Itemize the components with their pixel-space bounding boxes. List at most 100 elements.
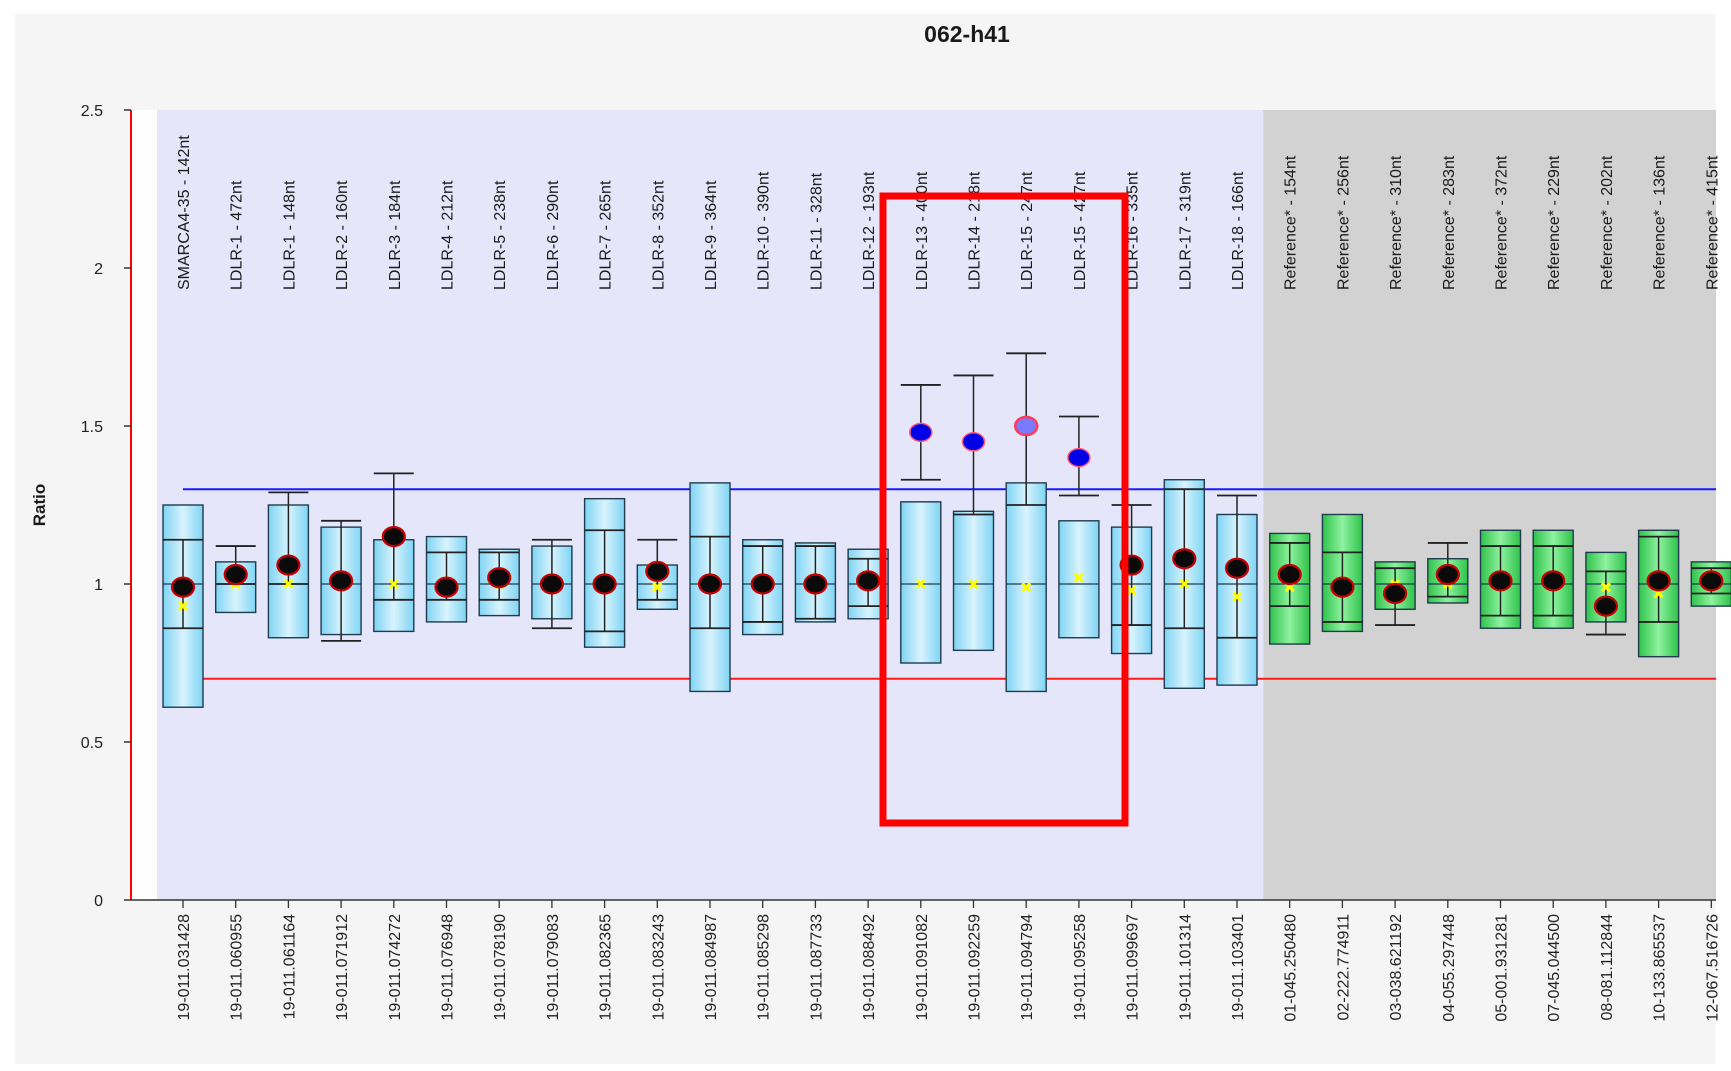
x-axis: 19-011.031428 19-011.060955 19-011.061164 1… bbox=[131, 899, 1721, 1022]
x-tick-label: 12-067.516726 bbox=[1704, 914, 1721, 1022]
probe-name-label: LDLR-17 - 319nt bbox=[1177, 171, 1194, 290]
probe-name-label: LDLR-7 - 265nt bbox=[598, 180, 615, 290]
probe-name-label: LDLR-18 - 166nt bbox=[1230, 171, 1247, 290]
x-tick-label: 19-011.074272 bbox=[387, 914, 404, 1021]
probe-19 bbox=[1110, 504, 1153, 655]
x-tick-label: 19-011.091082 bbox=[914, 914, 931, 1021]
probe-name-label: LDLR-3 - 184nt bbox=[387, 180, 404, 290]
x-tick-label: 01-045.250480 bbox=[1283, 914, 1300, 1022]
x-tick-label: 19-011.076948 bbox=[440, 914, 457, 1021]
probe-ratio-point bbox=[1067, 447, 1091, 468]
probe-name-label: Reference* - 310nt bbox=[1388, 155, 1405, 290]
x-tick-label: 19-011.084987 bbox=[703, 914, 720, 1021]
x-tick-label: 05-001.931281 bbox=[1494, 914, 1511, 1022]
probe-name-label: LDLR-15 - 247nt bbox=[1019, 171, 1036, 290]
probe-mean-marker bbox=[1600, 582, 1611, 593]
y-axis: 0 0.5 1 1.5 2 2.5 bbox=[81, 103, 132, 910]
probe-ratio-point bbox=[329, 570, 354, 592]
x-tick-label: 02-222.774911 bbox=[1335, 914, 1352, 1021]
probe-name-label: Reference* - 229nt bbox=[1546, 155, 1563, 290]
x-tick-label: 10-133.865537 bbox=[1652, 914, 1669, 1022]
probe-6 bbox=[425, 535, 468, 623]
probe-23 bbox=[1321, 513, 1364, 633]
x-tick-label: 04-055.297448 bbox=[1441, 914, 1458, 1022]
reference-probe-region bbox=[1263, 110, 1716, 900]
probe-ratio-point bbox=[1013, 415, 1039, 437]
x-tick-label: 19-011.095258 bbox=[1072, 914, 1089, 1021]
probe-name-label: LDLR-1 - 472nt bbox=[229, 180, 246, 290]
probe-name-label: LDLR-5 - 238nt bbox=[492, 180, 509, 290]
probe-ratio-point bbox=[909, 422, 933, 443]
probe-29 bbox=[1637, 529, 1680, 658]
probe-mean-marker bbox=[652, 582, 663, 593]
probe-name-label: LDLR-13 - 400nt bbox=[914, 171, 931, 290]
probe-ratio-point bbox=[750, 573, 775, 595]
probe-27 bbox=[1532, 529, 1574, 629]
probe-9 bbox=[583, 497, 626, 648]
probe-ratio-point bbox=[1541, 570, 1566, 592]
probe-ratio-point bbox=[223, 563, 248, 586]
probe-24 bbox=[1374, 561, 1416, 626]
x-tick-label: 19-011.082365 bbox=[598, 914, 615, 1021]
probe-name-label: Reference* - 136nt bbox=[1652, 155, 1669, 290]
x-tick-label: 07-045.044500 bbox=[1546, 914, 1563, 1022]
probe-name-label: LDLR-16 - 335nt bbox=[1125, 171, 1142, 290]
probe-name-label: Reference* - 415nt bbox=[1704, 155, 1721, 290]
probe-17 bbox=[1005, 352, 1047, 693]
y-axis-label: Ratio bbox=[30, 484, 49, 527]
probe-8 bbox=[531, 538, 573, 630]
x-tick-label: 19-011.061164 bbox=[281, 914, 298, 1019]
probe-ratio-point bbox=[1646, 570, 1671, 592]
probe-ratio-point bbox=[1435, 563, 1460, 586]
probe-name-label: Reference* - 154nt bbox=[1283, 155, 1300, 290]
probe-ratio-point bbox=[276, 554, 301, 576]
y-tick-label: 1.5 bbox=[81, 419, 103, 436]
x-tick-label: 19-011.071912 bbox=[334, 914, 351, 1021]
probe-30 bbox=[1690, 561, 1731, 607]
probe-ratio-point bbox=[381, 525, 406, 548]
probe-4 bbox=[320, 519, 362, 642]
probe-ratio-point bbox=[170, 576, 196, 598]
x-tick-label: 19-011.078190 bbox=[492, 914, 509, 1021]
x-tick-label: 19-011.031428 bbox=[176, 914, 193, 1021]
probe-name-label: LDLR-1 - 148nt bbox=[281, 180, 298, 290]
probe-name-label: LDLR-12 - 193nt bbox=[861, 171, 878, 290]
probe-ratio-point bbox=[1382, 582, 1408, 605]
threshold-lines bbox=[183, 488, 1716, 680]
x-tick-label: 19-011.088492 bbox=[861, 914, 878, 1021]
probe-mean-marker bbox=[1231, 591, 1243, 602]
probe-name-label: LDLR-6 - 290nt bbox=[545, 180, 562, 290]
probe-box bbox=[952, 510, 995, 652]
probe-mean-marker bbox=[177, 601, 189, 612]
probe-12 bbox=[742, 539, 784, 636]
probe-ratio-point bbox=[1593, 595, 1619, 617]
probe-25 bbox=[1427, 542, 1469, 604]
probe-28 bbox=[1585, 551, 1627, 636]
probe-ratio-point bbox=[1330, 576, 1355, 598]
probe-name-label: Reference* - 283nt bbox=[1441, 155, 1458, 290]
probe-mean-marker bbox=[915, 578, 926, 590]
probe-21 bbox=[1216, 494, 1258, 686]
x-tick-label: 19-011.099697 bbox=[1125, 914, 1142, 1021]
chart-title: 062-h41 bbox=[924, 21, 1010, 47]
y-tick-label: 1 bbox=[94, 577, 103, 594]
probe-ratio-point bbox=[539, 573, 565, 595]
probe-name-label: LDLR-11 - 328nt bbox=[808, 172, 825, 290]
x-tick-label: 19-011.101314 bbox=[1177, 914, 1194, 1021]
probe-mean-marker bbox=[388, 578, 399, 590]
y-tick-label: 2.5 bbox=[81, 103, 103, 120]
plot-background bbox=[15, 14, 1716, 1064]
x-tick-label: 19-011.060955 bbox=[229, 914, 246, 1021]
x-tick-label: 19-011.092259 bbox=[967, 914, 984, 1021]
probe-11 bbox=[689, 482, 731, 693]
probe-name-label: LDLR-15 - 427nt bbox=[1072, 171, 1089, 290]
probe-16 bbox=[952, 374, 995, 652]
probe-mean-marker bbox=[283, 578, 294, 590]
probe-ratio-point bbox=[645, 560, 670, 582]
x-tick-label: 19-011.079083 bbox=[545, 914, 562, 1021]
probe-1 bbox=[162, 504, 204, 708]
probe-26 bbox=[1479, 529, 1522, 629]
y-tick-label: 0 bbox=[94, 893, 103, 910]
probe-mean-marker bbox=[1126, 585, 1137, 596]
